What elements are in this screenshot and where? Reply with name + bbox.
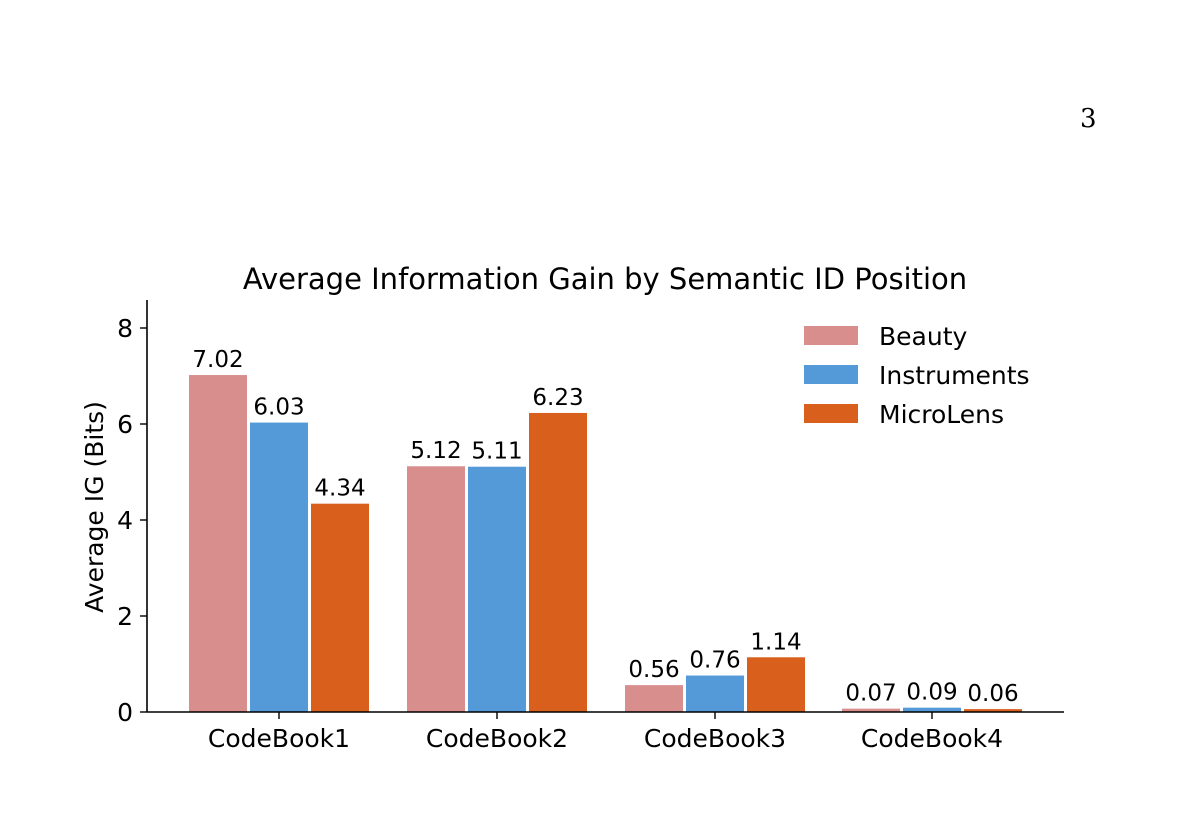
y-tick-label-8: 8 <box>117 314 133 343</box>
bar-instruments-codebook2 <box>468 466 526 712</box>
legend-label-microlens: MicroLens <box>879 400 1004 429</box>
bar-labels-group: 7.02 5.12 0.56 0.07 6.03 5.11 0.76 0.09 4.34 6.23… <box>192 347 1018 707</box>
bar-microlens-codebook1 <box>311 503 369 712</box>
bar-label-instruments-codebook2: 5.11 <box>471 439 522 465</box>
bars-group <box>189 375 1022 712</box>
bar-beauty-codebook1 <box>189 375 247 712</box>
bar-label-beauty-codebook2: 5.12 <box>410 438 461 464</box>
bar-instruments-codebook1 <box>250 422 308 712</box>
y-tick-label-4: 4 <box>117 506 133 535</box>
bar-label-beauty-codebook4: 0.07 <box>845 681 896 707</box>
chart-title: Average Information Gain by Semantic ID … <box>243 262 967 296</box>
bar-microlens-codebook2 <box>529 412 587 712</box>
y-tick-label-6: 6 <box>117 410 133 439</box>
bar-beauty-codebook3 <box>625 685 683 712</box>
y-axis: 0 2 4 6 8 <box>117 300 148 727</box>
y-tick-label-2: 2 <box>117 602 133 631</box>
bar-instruments-codebook4 <box>903 707 961 712</box>
bar-microlens-codebook3 <box>747 657 805 712</box>
x-tick-label-codebook3: CodeBook3 <box>644 724 786 753</box>
bar-label-microlens-codebook3: 1.14 <box>750 629 801 655</box>
page-number: 3 <box>1080 104 1097 134</box>
bar-label-microlens-codebook2: 6.23 <box>532 385 583 411</box>
bar-beauty-codebook2 <box>407 466 465 712</box>
bar-label-instruments-codebook4: 0.09 <box>906 680 957 706</box>
x-tick-label-codebook2: CodeBook2 <box>426 724 568 753</box>
bar-label-microlens-codebook1: 4.34 <box>314 476 365 502</box>
bar-label-instruments-codebook3: 0.76 <box>689 648 740 674</box>
bar-instruments-codebook3 <box>686 675 744 712</box>
bar-beauty-codebook4 <box>842 708 900 712</box>
x-tick-label-codebook4: CodeBook4 <box>861 724 1003 753</box>
bar-label-beauty-codebook1: 7.02 <box>192 347 243 373</box>
legend: Beauty Instruments MicroLens <box>804 322 1030 429</box>
y-axis-label: Average IG (Bits) <box>80 401 109 613</box>
y-tick-label-0: 0 <box>117 698 133 727</box>
bar-label-microlens-codebook4: 0.06 <box>967 681 1018 707</box>
legend-swatch-microlens <box>804 404 858 423</box>
bar-microlens-codebook4 <box>964 709 1022 712</box>
legend-swatch-instruments <box>804 365 858 384</box>
bar-label-instruments-codebook1: 6.03 <box>253 395 304 421</box>
x-axis: CodeBook1 CodeBook2 CodeBook3 CodeBook4 <box>147 711 1064 753</box>
bar-label-beauty-codebook3: 0.56 <box>628 657 679 683</box>
legend-swatch-beauty <box>804 326 858 345</box>
legend-label-instruments: Instruments <box>879 361 1030 390</box>
x-tick-label-codebook1: CodeBook1 <box>208 724 350 753</box>
legend-label-beauty: Beauty <box>879 322 967 351</box>
